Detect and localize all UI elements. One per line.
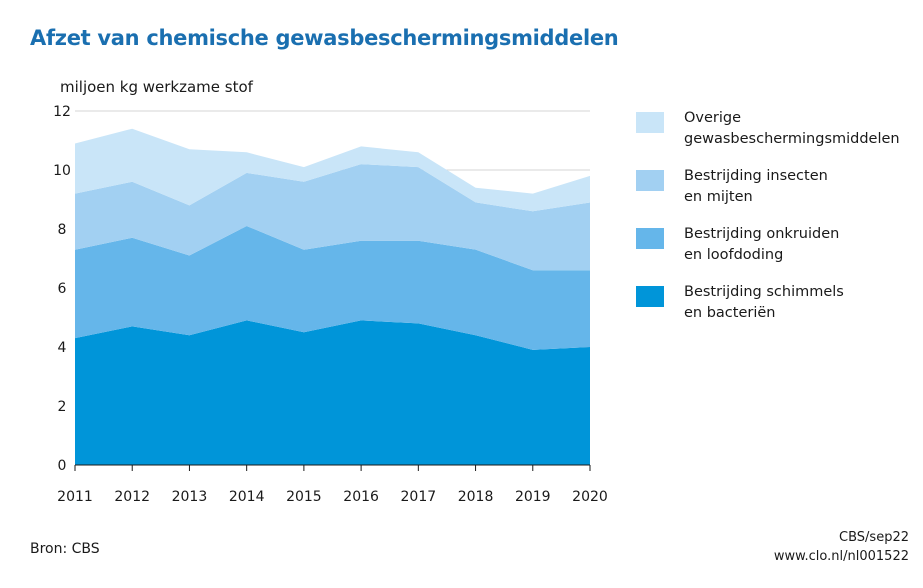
x-tick-label: 2016 [343,489,379,505]
legend-item: Bestrijding onkruiden en loofdoding [636,224,921,282]
legend-item: Bestrijding insecten en mijten [636,166,921,224]
area-series-1 [75,320,590,465]
legend-label: Bestrijding insecten en mijten [684,168,828,205]
legend-swatch [636,112,664,133]
legend-item: Overige gewasbeschermingsmiddelen [636,108,921,166]
area-series [75,128,590,465]
x-tick-label: 2015 [286,489,322,505]
x-tick-label: 2017 [401,489,437,505]
x-tick-label: 2013 [172,489,208,505]
legend-label: Bestrijding onkruiden en loofdoding [684,226,840,263]
legend-label: Overige gewasbeschermingsmiddelen [684,110,900,147]
x-tick-label: 2011 [57,489,93,505]
x-tick-label: 2020 [572,489,608,505]
x-tick-label: 2012 [114,489,150,505]
area-series-4 [75,128,590,212]
credit-line-1: CBS/sep22 [839,530,909,545]
axes [74,464,591,471]
legend-item: Bestrijding schimmels en bacteriën [636,282,921,340]
legend-swatch [636,170,664,191]
x-tick-label: 2018 [458,489,494,505]
x-tick-label: 2014 [229,489,265,505]
y-tick-label: 0 [58,458,67,474]
y-tick-label: 6 [58,281,67,297]
y-tick-label: 2 [58,399,67,415]
legend-label: Bestrijding schimmels en bacteriën [684,284,844,321]
y-tick-label: 12 [53,104,71,120]
area-series-3 [75,164,590,271]
x-tick-labels: 2011 2012 2013 2014 2015 2016 2017 2018 2019 2020 [57,489,608,505]
legend-swatch [636,286,664,307]
y-tick-label: 8 [58,222,67,238]
source-note: Bron: CBS [30,541,100,557]
credit: CBS/sep22 www.clo.nl/nl001522 [774,528,909,566]
y-axis-label: miljoen kg werkzame stof [60,78,253,96]
legend: Overige gewasbeschermingsmiddelen Bestrij… [636,108,921,340]
y-tick-label: 4 [58,340,67,356]
credit-line-2: www.clo.nl/nl001522 [773,549,909,564]
chart-title: Afzet van chemische gewasbeschermingsmid… [30,26,619,50]
y-tick-label: 10 [53,163,71,179]
y-tick-labels: 0 2 4 6 8 10 12 [53,104,71,474]
area-series-2 [75,226,590,350]
x-tick-label: 2019 [515,489,551,505]
legend-swatch [636,228,664,249]
